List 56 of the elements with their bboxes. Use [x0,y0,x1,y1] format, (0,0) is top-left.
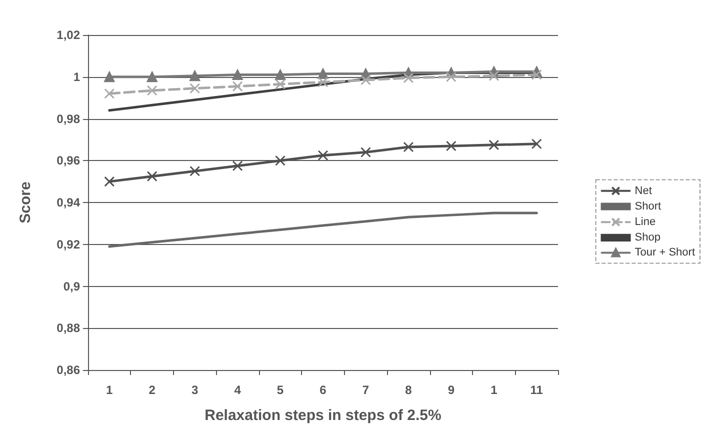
point [104,72,115,82]
point [232,160,243,172]
point [531,70,542,80]
x-tick-label: 1 [106,383,114,397]
y-tick-label: 0,92 [56,237,80,252]
legend-label: Net [634,184,652,197]
point [275,70,286,80]
point [318,68,328,79]
point [275,78,286,90]
y-tick-label: 0,98 [56,112,80,126]
point [146,171,158,182]
point [403,142,414,152]
point [488,70,500,82]
y-axis-title: Score [17,182,34,224]
legend-label: Tour + Short [634,246,696,259]
x-tick-label: 3 [191,383,198,397]
point [146,85,158,96]
point [104,88,115,99]
x-tick-label: 1 [490,383,498,397]
point [360,74,371,86]
point [104,176,115,187]
point [232,81,243,92]
legend-label: Short [634,200,662,212]
x-tick-label: 6 [320,383,327,397]
y-tick-label: 1 [73,70,80,84]
point [446,72,456,82]
point [446,140,456,152]
y-tick-label: 0,9 [63,279,80,294]
y-tick-label: 0,88 [56,321,80,336]
point [360,147,371,158]
x-tick-label: 11 [530,383,544,397]
y-tick-label: 0,94 [56,196,80,210]
x-tick-label: 7 [362,383,370,397]
point [190,70,200,82]
point [275,155,286,166]
point [190,83,200,94]
point [318,150,328,161]
x-tick-label: 2 [148,383,156,397]
x-tick-label: 4 [234,383,242,397]
point [318,76,328,88]
x-tick-label: 8 [405,383,412,397]
legend-label: Line [634,216,656,228]
x-axis-title: Relaxation steps in steps of 2.5% [204,407,442,424]
point [190,166,200,176]
point [403,72,414,84]
line-series [108,212,538,248]
x-tick-label: 9 [448,383,455,397]
point [488,140,500,150]
point [146,72,158,82]
y-tick-label: 0,96 [56,154,80,168]
x-tick-label: 5 [276,383,284,397]
y-tick-label: 1,02 [56,28,80,42]
y-tick-label: 0,86 [56,363,80,377]
point [232,70,243,80]
point [531,138,542,150]
legend-label: Shop [634,232,660,244]
